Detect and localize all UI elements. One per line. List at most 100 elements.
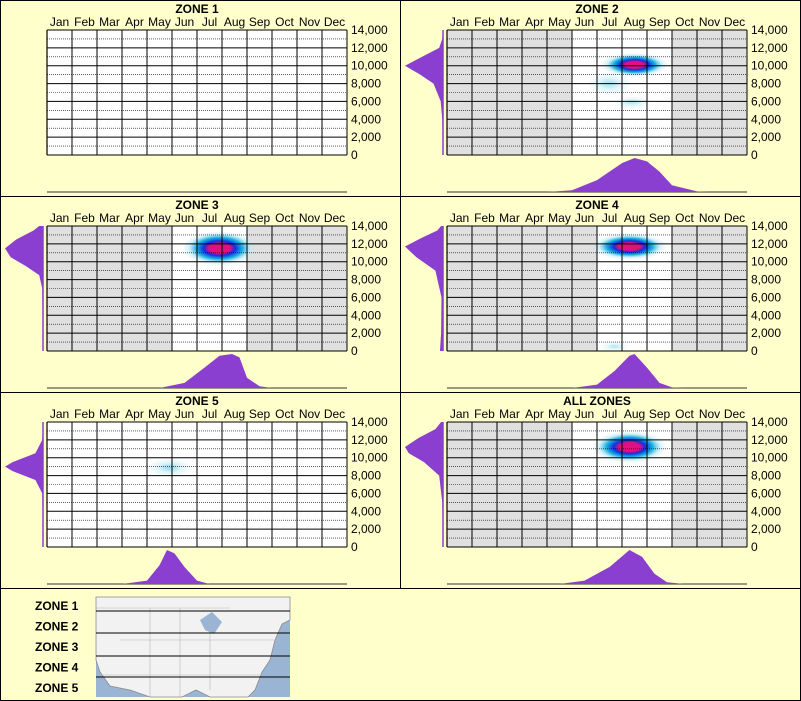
month-label: Jan (450, 15, 469, 29)
y-tick-label: 12,000 (751, 237, 788, 251)
month-label: Oct (275, 211, 294, 225)
y-tick-label: 14,000 (351, 219, 388, 233)
y-tick-label: 8,000 (751, 273, 781, 287)
north-america-map (95, 596, 291, 698)
y-tick-label: 10,000 (751, 59, 788, 73)
month-label: Nov (699, 15, 720, 29)
month-column (72, 422, 97, 547)
month-label: Jul (602, 15, 617, 29)
legend-zone-label: ZONE 4 (35, 661, 79, 675)
y-tick-label: 2,000 (751, 522, 781, 536)
month-column (522, 30, 547, 155)
y-tick-label: 12,000 (351, 41, 388, 55)
month-label: Mar (499, 407, 520, 421)
month-label: Oct (275, 15, 294, 29)
month-label: Nov (299, 211, 320, 225)
month-label: Aug (224, 407, 245, 421)
month-column (272, 422, 297, 547)
month-label: Jan (50, 15, 69, 29)
month-label: Mar (99, 407, 120, 421)
month-label: Oct (275, 407, 294, 421)
y-tick-label: 4,000 (351, 504, 381, 518)
month-label: Jun (575, 407, 594, 421)
y-tick-label: 0 (351, 344, 358, 358)
month-column (122, 422, 147, 547)
month-column (472, 226, 497, 351)
panel-title: ZONE 3 (175, 198, 219, 212)
legend-zone-label: ZONE 5 (35, 681, 79, 695)
month-label: Sep (649, 407, 671, 421)
hotspot (592, 430, 667, 464)
month-label: Sep (649, 211, 671, 225)
month-column (272, 30, 297, 155)
y-tick-label: 12,000 (351, 433, 388, 447)
month-density (572, 354, 685, 388)
panel-3: ZONE 3 Jan Feb Mar Apr May Jun Jul Aug Sep Oct Nov D… (0, 196, 401, 393)
month-label: Apr (125, 15, 144, 29)
month-label: Jul (202, 211, 217, 225)
month-label: Oct (675, 15, 694, 29)
y-tick-label: 0 (351, 540, 358, 554)
month-label: Mar (499, 211, 520, 225)
month-label: Oct (675, 211, 694, 225)
month-label: Mar (99, 211, 120, 225)
month-label: Apr (525, 15, 544, 29)
y-tick-label: 4,000 (751, 112, 781, 126)
month-label: Dec (724, 211, 745, 225)
month-label: May (148, 407, 171, 421)
y-tick-label: 2,000 (351, 326, 381, 340)
panel-1: ZONE 1 Jan Feb Mar Apr May Jun Jul Aug Sep Oct Nov D… (0, 0, 401, 197)
elevation-density (405, 226, 443, 351)
y-tick-label: 2,000 (351, 130, 381, 144)
month-label: Feb (474, 211, 495, 225)
month-column (122, 226, 147, 351)
y-tick-label: 6,000 (751, 290, 781, 304)
panel-title: ZONE 1 (175, 2, 219, 16)
month-label: Jul (202, 15, 217, 29)
month-label: Jun (175, 407, 194, 421)
month-label: Dec (724, 407, 745, 421)
month-column (222, 422, 247, 547)
month-label: Oct (675, 407, 694, 421)
month-label: May (548, 407, 571, 421)
y-tick-label: 12,000 (351, 237, 388, 251)
month-column (322, 226, 347, 351)
legend-zone-label: ZONE 2 (35, 620, 79, 634)
y-tick-label: 6,000 (351, 486, 381, 500)
map-borders (96, 607, 280, 697)
y-tick-label: 10,000 (351, 255, 388, 269)
month-label: Apr (525, 211, 544, 225)
month-label: Aug (624, 15, 645, 29)
y-tick-label: 2,000 (751, 326, 781, 340)
month-column (522, 226, 547, 351)
month-label: Apr (525, 407, 544, 421)
month-label: Jan (50, 211, 69, 225)
month-column (472, 422, 497, 547)
month-label: Jan (450, 211, 469, 225)
y-tick-label: 4,000 (751, 308, 781, 322)
y-tick-label: 6,000 (751, 486, 781, 500)
month-column (472, 30, 497, 155)
month-density (122, 550, 210, 584)
y-tick-label: 14,000 (351, 23, 388, 37)
month-label: Nov (699, 211, 720, 225)
y-tick-label: 0 (751, 148, 758, 162)
month-label: Sep (249, 211, 271, 225)
month-label: Jul (202, 407, 217, 421)
month-label: Sep (249, 15, 271, 29)
y-tick-label: 14,000 (751, 415, 788, 429)
y-tick-label: 14,000 (351, 415, 388, 429)
month-column (172, 422, 197, 547)
panel-title: ZONE 4 (575, 198, 619, 212)
month-label: Dec (724, 15, 745, 29)
month-column (122, 30, 147, 155)
panel-title: ZONE 5 (175, 394, 219, 408)
y-tick-label: 6,000 (351, 290, 381, 304)
y-tick-label: 10,000 (751, 255, 788, 269)
elevation-density (5, 226, 43, 351)
month-label: Aug (224, 211, 245, 225)
month-column (572, 30, 597, 155)
month-column (72, 30, 97, 155)
y-tick-label: 0 (351, 148, 358, 162)
month-label: Feb (74, 407, 95, 421)
